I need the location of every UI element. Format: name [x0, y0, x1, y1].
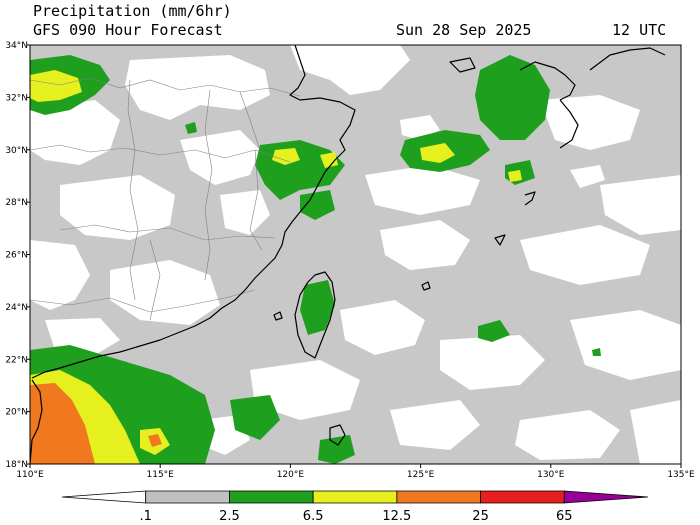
- map-field: [30, 45, 681, 464]
- colorbar-segment: [312, 490, 398, 504]
- boundaries: [30, 77, 301, 321]
- colorbar-label: 25: [472, 509, 489, 524]
- lat-tick-label: 28°N: [5, 198, 28, 208]
- colorbar: .1 2.5 6.5 12.5 25 65: [61, 490, 649, 524]
- lon-tick-label: 125°E: [407, 470, 435, 480]
- lat-tick-label: 22°N: [5, 355, 28, 365]
- colorbar-label: 2.5: [219, 509, 240, 524]
- lat-tick-label: 18°N: [5, 460, 28, 470]
- colorbar-segment: [61, 490, 147, 504]
- precip-very-heavy-areas: [30, 383, 162, 464]
- colorbar-label: 6.5: [303, 509, 324, 524]
- lat-tick-label: 30°N: [5, 146, 28, 156]
- lat-tick-label: 24°N: [5, 303, 28, 313]
- latitude-ticks: 34°N 32°N 30°N 28°N 26°N 24°N 22°N 20°N 18°N: [5, 41, 30, 470]
- lat-tick-label: 20°N: [5, 408, 28, 418]
- lon-tick-label: 135°E: [667, 470, 695, 480]
- lat-tick-label: 34°N: [5, 41, 28, 51]
- forecast-time: 12 UTC: [612, 21, 667, 39]
- colorbar-label: 65: [556, 509, 573, 524]
- lon-tick-label: 130°E: [537, 470, 565, 480]
- colorbar-segment: [145, 490, 230, 504]
- model-label: GFS 090 Hour Forecast: [33, 21, 223, 39]
- lon-tick-label: 110°E: [16, 470, 44, 480]
- colorbar-label: .1: [140, 509, 152, 524]
- lat-tick-label: 32°N: [5, 93, 28, 103]
- colorbar-segment: [563, 490, 649, 504]
- lon-tick-label: 120°E: [277, 470, 305, 480]
- chart-title: Precipitation (mm/6hr): [33, 2, 232, 20]
- colorbar-segment: [229, 490, 314, 504]
- forecast-date: Sun 28 Sep 2025: [396, 21, 532, 39]
- lat-tick-label: 26°N: [5, 251, 28, 261]
- coastline: [30, 45, 666, 464]
- longitude-ticks: 110°E 115°E 120°E 125°E 130°E 135°E: [16, 464, 695, 480]
- lon-tick-label: 115°E: [147, 470, 175, 480]
- colorbar-segment: [480, 490, 565, 504]
- colorbar-label: 12.5: [382, 509, 411, 524]
- colorbar-segment: [396, 490, 481, 504]
